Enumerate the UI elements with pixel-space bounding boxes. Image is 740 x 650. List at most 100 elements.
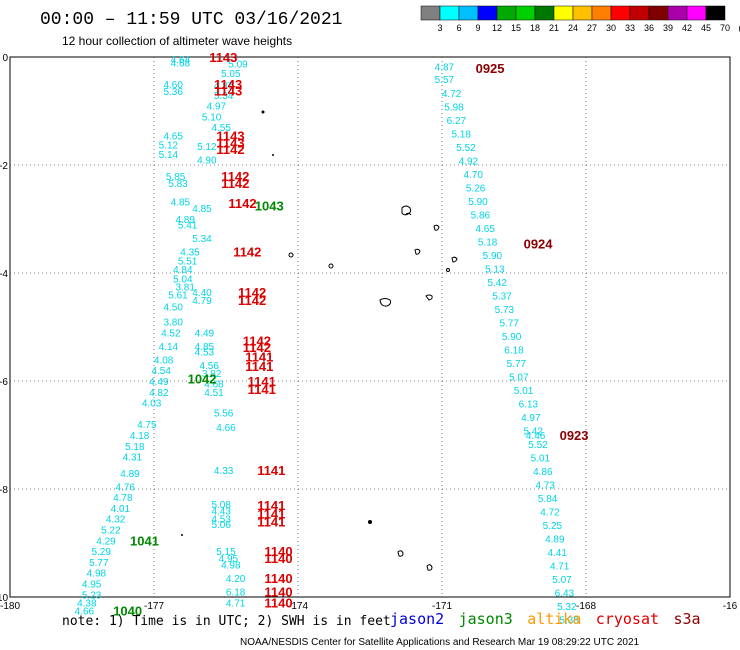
wave-height-label: 4.89 [120, 469, 140, 480]
wave-height-label: 4.33 [214, 466, 234, 477]
time-label: 1140 [264, 551, 292, 566]
y-tick-label: -10 [0, 593, 8, 604]
wave-height-label: 4.89 [175, 215, 195, 226]
wave-height-label: 4.97 [207, 102, 227, 113]
wave-height-label: 6.13 [519, 400, 539, 411]
wave-height-label: 4.43 [211, 507, 231, 518]
wave-height-label: 4.66 [75, 607, 95, 618]
colorbar-swatch [572, 5, 593, 21]
wave-height-label: 5.23 [82, 590, 102, 601]
wave-height-label: 4.55 [211, 123, 231, 134]
wave-height-label: 5.10 [202, 112, 222, 123]
wave-height-label: 5.26 [466, 184, 486, 195]
x-tick-label: -180 [0, 601, 20, 612]
legend-cryosat: cryosat [596, 610, 659, 628]
time-label: 1142 [243, 340, 271, 355]
time-label: 1142 [221, 169, 249, 184]
colorbar-label: 12 [492, 23, 502, 33]
wave-height-label: 5.18 [478, 238, 498, 249]
wave-height-label: 4.92 [459, 157, 479, 168]
wave-height-label: 5.51 [178, 257, 198, 268]
wave-height-label: 4.31 [123, 453, 143, 464]
time-label: 0924 [524, 236, 554, 251]
colorbar-swatch [667, 5, 688, 21]
wave-height-label: 6.18 [504, 346, 524, 357]
wave-height-label: 6.43 [555, 589, 575, 600]
time-label: 1143 [216, 128, 244, 143]
wave-height-label: 5.37 [492, 292, 512, 303]
wave-height-label: 4.66 [216, 423, 236, 434]
x-tick-label: -168 [576, 601, 596, 612]
wave-height-label: 3.81 [175, 283, 195, 294]
wave-height-label: 5.01 [531, 454, 551, 465]
colorbar-swatch [458, 5, 479, 21]
colorbar-label: 70 [720, 23, 730, 33]
time-label: 1142 [228, 196, 256, 211]
wave-height-label: 4.40 [192, 288, 212, 299]
wave-height-label: 5.04 [173, 274, 193, 285]
wave-height-label: 4.89 [545, 535, 565, 546]
time-label: 1141 [257, 498, 285, 513]
wave-height-label: 5.90 [468, 197, 488, 208]
wave-height-label: 4.54 [151, 366, 171, 377]
wave-height-label: 5.42 [487, 278, 507, 289]
wave-height-label: 5.09 [228, 59, 248, 70]
colorbar-swatch [705, 5, 726, 21]
wave-height-label: 4.29 [96, 536, 116, 547]
legend-altika: altika [527, 610, 581, 628]
wave-height-label: 4.79 [192, 296, 212, 307]
time-label: 1141 [245, 359, 273, 374]
time-labels: 1143114311431143114311421142114211421043… [113, 50, 588, 619]
wave-height-label: 4.95 [219, 554, 239, 565]
wave-height-label: 4.72 [442, 89, 462, 100]
wave-height-label: 6.27 [447, 116, 467, 127]
time-label: 1141 [257, 514, 285, 529]
time-label: 1142 [243, 334, 271, 349]
wave-height-label: 5.42 [523, 427, 543, 438]
plot-frame [9, 56, 731, 598]
wave-height-label: 4.32 [106, 515, 126, 526]
colorbar-label: 3 [437, 23, 442, 33]
x-tick-label: -174 [288, 601, 308, 612]
wave-height-label: 4.53 [211, 515, 231, 526]
colorbar-swatch [591, 5, 612, 21]
colorbar-label: 45 [701, 23, 711, 33]
wave-height-label: 4.52 [161, 328, 181, 339]
colorbar-label: 6 [456, 23, 461, 33]
colorbar-label: 33 [625, 23, 635, 33]
wave-height-label: 4.82 [149, 388, 169, 399]
y-tick-label: -8 [0, 485, 8, 496]
x-tick-label: -16 [723, 601, 738, 612]
footer-note: note: 1) Time is in UTC; 2) SWH is in fe… [62, 614, 391, 629]
colorbar-swatch [534, 5, 555, 21]
wave-height-label: 4.50 [163, 302, 183, 313]
wave-height-label: 4.87 [435, 63, 455, 74]
time-label: 1140 [264, 544, 292, 559]
colorbar-swatch [686, 5, 707, 21]
time-label: 1141 [257, 463, 285, 478]
colorbar-label: 15 [511, 23, 521, 33]
wave-height-label: 5.90 [483, 251, 503, 262]
y-tick-label: -2 [0, 161, 8, 172]
wave-height-label: 5.84 [538, 494, 558, 505]
axis-tick-labels: -180 -177 -174 -171 -168 -16 0 -2 -4 -6 -8 -10 [0, 53, 738, 612]
wave-height-label: 5.36 [163, 87, 183, 98]
wave-height-label: 4.46 [526, 431, 546, 442]
colorbar-swatch [648, 5, 669, 21]
wave-height-label: 4.51 [204, 388, 224, 399]
time-label: 1141 [248, 374, 276, 389]
time-label: 1143 [216, 135, 244, 150]
wave-height-label: 4.38 [77, 598, 97, 609]
time-label: 1043 [255, 199, 284, 214]
colorbar-label: (ft) [739, 23, 740, 33]
y-tick-label: 0 [2, 53, 8, 64]
wave-height-label: 4.14 [159, 342, 179, 353]
wave-height-label: 4.70 [463, 170, 483, 181]
time-label: 1142 [221, 176, 249, 191]
wave-height-label: 4.76 [115, 482, 135, 493]
grid [10, 57, 730, 597]
y-tick-label: -6 [0, 377, 8, 388]
wave-height-label: 4.53 [195, 347, 215, 358]
satellite-legend: jason2 jason3 altika cryosat s3a [390, 610, 701, 628]
